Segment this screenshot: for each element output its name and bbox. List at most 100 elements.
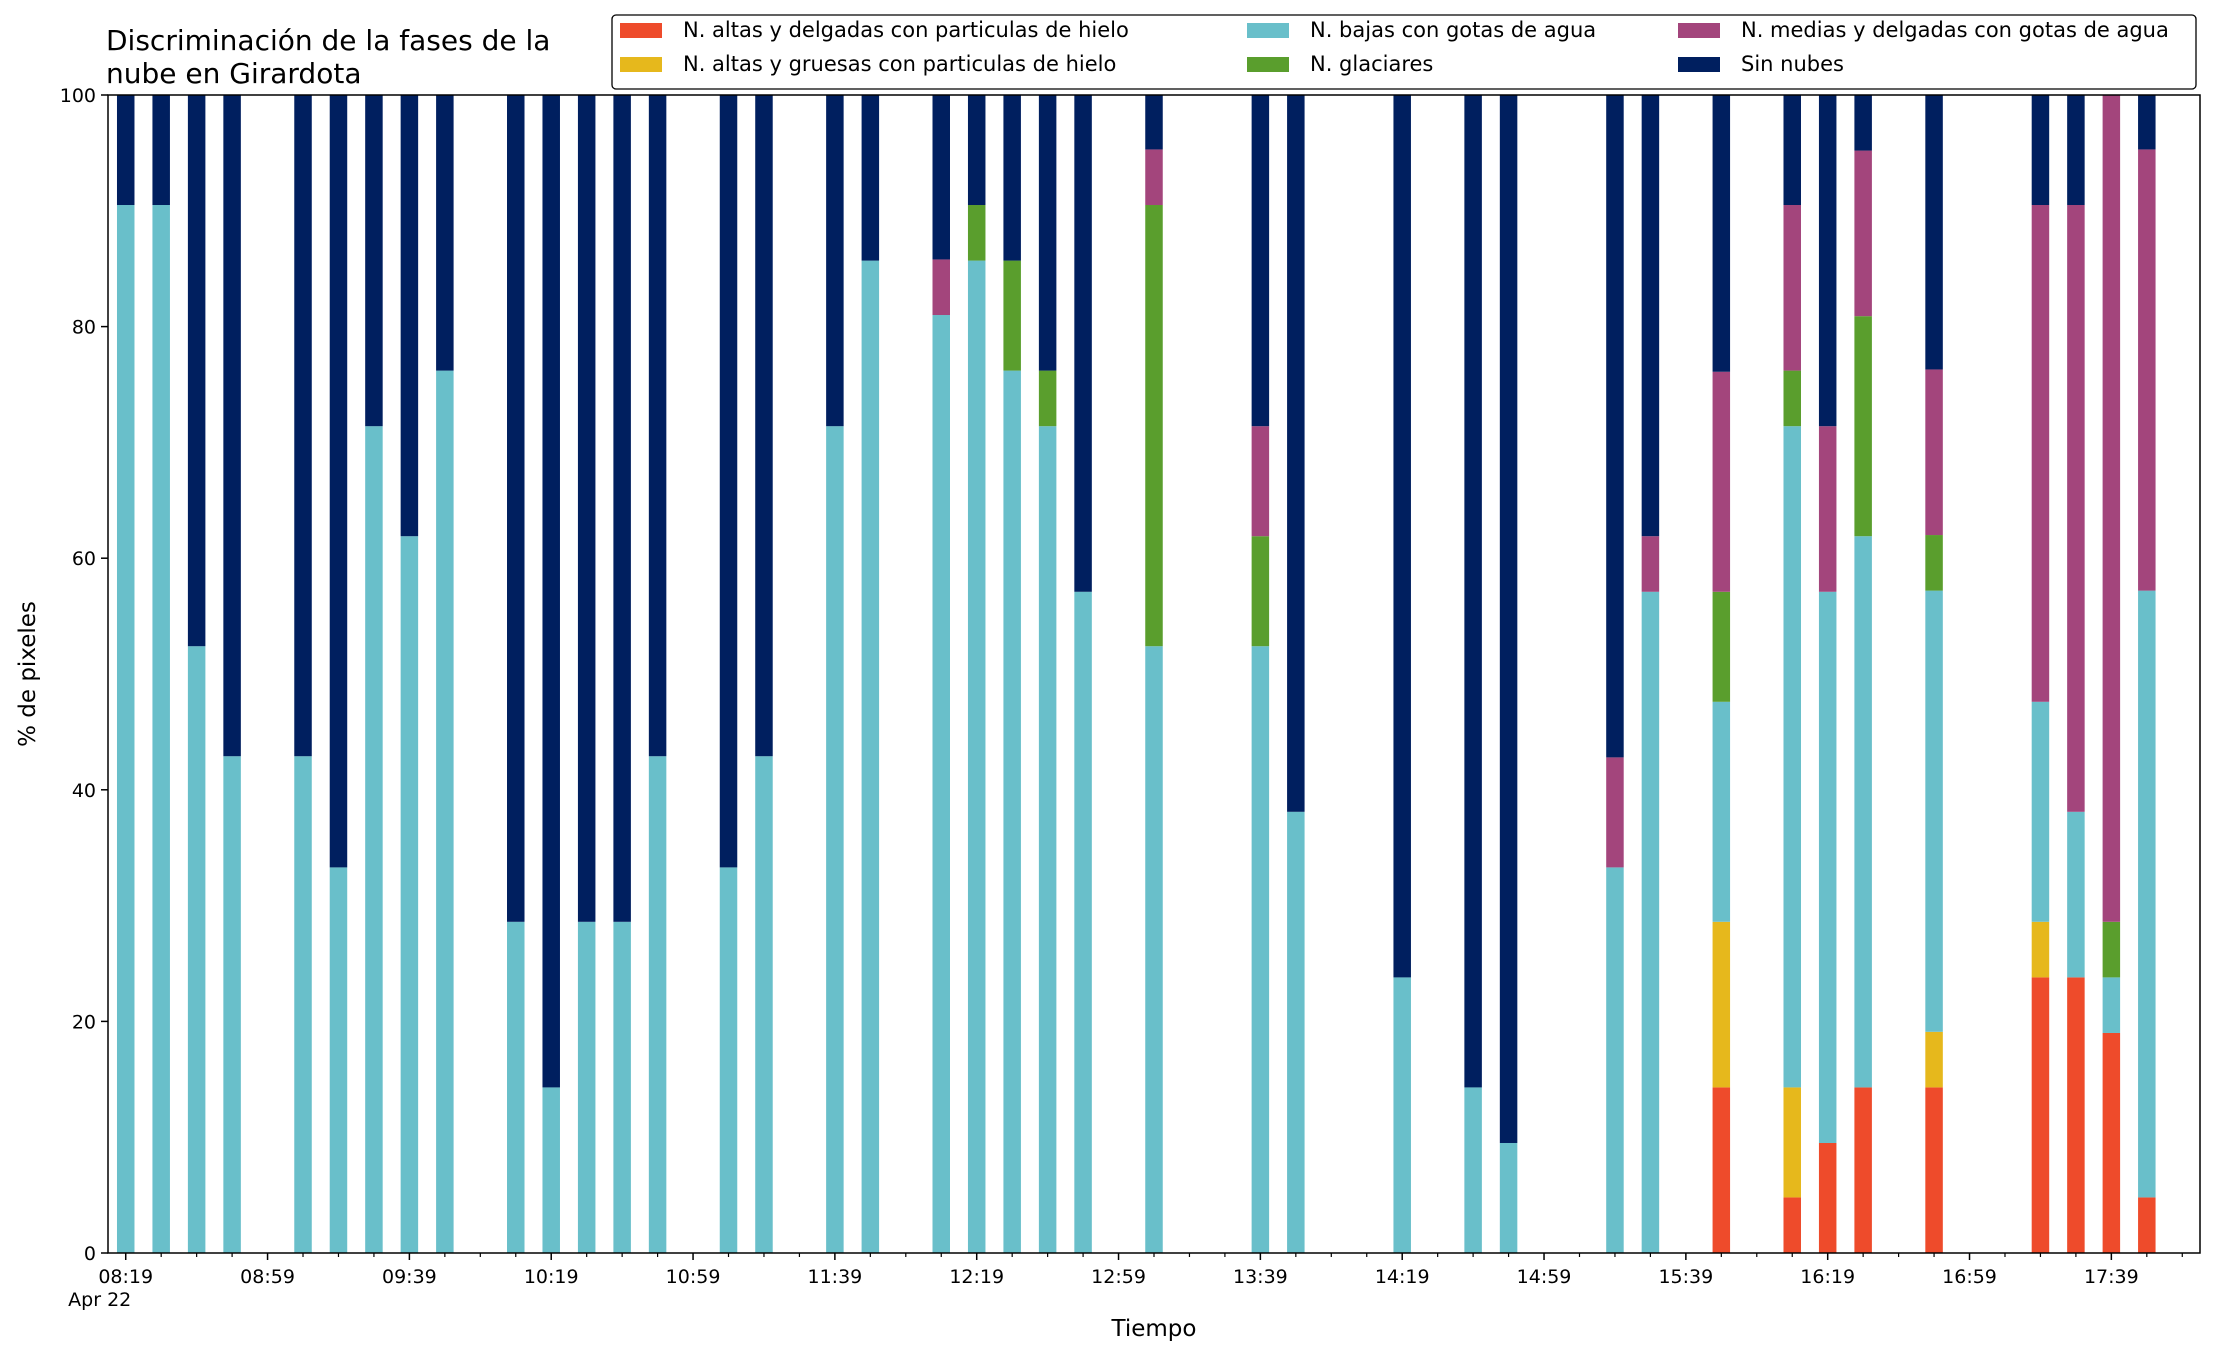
chart-title-line: nube en Girardota bbox=[106, 57, 361, 90]
bar-segment-19-5 bbox=[967, 95, 986, 206]
bar-segment-21-3 bbox=[1038, 370, 1057, 427]
bar-segment-30-5 bbox=[1641, 95, 1660, 537]
bar-segment-14-5 bbox=[719, 95, 738, 868]
legend-swatch bbox=[620, 23, 662, 38]
bar-segment-2-2 bbox=[187, 646, 206, 1253]
bar-segment-0-2 bbox=[116, 205, 135, 1253]
bar-segment-38-0 bbox=[2102, 1032, 2121, 1253]
bar-segment-36-4 bbox=[2031, 205, 2050, 702]
bar-segment-28-2 bbox=[1499, 1142, 1518, 1253]
bar-segment-11-2 bbox=[577, 921, 596, 1253]
bar-segment-19-3 bbox=[967, 205, 986, 261]
bar-segment-16-2 bbox=[826, 426, 844, 1253]
bar-segment-20-2 bbox=[1003, 370, 1021, 1254]
plot-frame bbox=[107, 94, 2201, 1254]
y-tick-label: 100 bbox=[60, 85, 96, 107]
bar-segment-32-1 bbox=[1783, 1087, 1801, 1198]
bar-segment-37-5 bbox=[2067, 95, 2085, 206]
bar-segment-17-5 bbox=[861, 95, 880, 261]
x-tick-label: 12:59 bbox=[1091, 1266, 1146, 1288]
bar-segment-17-2 bbox=[861, 260, 880, 1254]
bar-segment-18-5 bbox=[932, 95, 950, 260]
bar-segment-9-5 bbox=[507, 95, 525, 922]
bar-segment-36-5 bbox=[2031, 95, 2050, 206]
bar-segment-28-5 bbox=[1499, 95, 1518, 1143]
bar-segment-32-4 bbox=[1783, 205, 1801, 371]
bars-layer bbox=[116, 95, 2156, 1254]
legend-swatch bbox=[1247, 23, 1289, 38]
bar-segment-32-2 bbox=[1783, 426, 1801, 1088]
bar-segment-37-0 bbox=[2067, 977, 2085, 1253]
bar-segment-38-4 bbox=[2102, 95, 2121, 922]
bar-segment-5-5 bbox=[329, 95, 348, 868]
bar-segment-25-5 bbox=[1287, 95, 1305, 812]
bar-segment-33-5 bbox=[1818, 95, 1837, 427]
bar-segment-33-2 bbox=[1818, 591, 1837, 1143]
bar-segment-21-5 bbox=[1038, 95, 1057, 371]
legend-swatch bbox=[1247, 57, 1289, 72]
bar-segment-31-0 bbox=[1712, 1087, 1731, 1253]
bar-segment-36-0 bbox=[2031, 977, 2050, 1253]
bar-segment-15-2 bbox=[755, 756, 773, 1253]
chart-title-line: Discriminación de la fases de la bbox=[106, 24, 550, 57]
bar-segment-35-3 bbox=[1925, 535, 1943, 591]
y-axis-ticks: 0 20 40 60 80 100 bbox=[60, 85, 108, 1265]
bar-segment-35-2 bbox=[1925, 590, 1943, 1032]
bar-segment-30-4 bbox=[1641, 536, 1660, 592]
bar-segment-38-3 bbox=[2102, 921, 2121, 978]
x-tick-label: 14:59 bbox=[1517, 1266, 1572, 1288]
bar-segment-4-5 bbox=[294, 95, 312, 757]
bar-segment-15-5 bbox=[755, 95, 773, 757]
bar-segment-13-2 bbox=[648, 756, 667, 1253]
bar-segment-23-2 bbox=[1145, 646, 1163, 1253]
x-tick-label: 16:59 bbox=[1942, 1266, 1997, 1288]
bar-segment-31-5 bbox=[1712, 95, 1731, 372]
bar-segment-24-2 bbox=[1251, 646, 1270, 1253]
legend-label: Sin nubes bbox=[1741, 52, 1844, 76]
bar-segment-11-5 bbox=[577, 95, 596, 922]
x-axis-ticks: 08:19 Apr 22 08:59 09:39 10:19 10:59 11:39 12:1… bbox=[68, 1253, 2183, 1311]
bar-segment-7-5 bbox=[400, 95, 419, 537]
bar-segment-39-4 bbox=[2138, 149, 2156, 591]
legend-label: N. altas y gruesas con particulas de hie… bbox=[683, 52, 1116, 76]
bar-segment-16-5 bbox=[826, 95, 844, 427]
x-tick-label: 08:19 Apr 22 bbox=[68, 1266, 153, 1311]
bar-segment-18-2 bbox=[932, 315, 950, 1253]
bar-segment-31-3 bbox=[1712, 591, 1731, 702]
legend-box bbox=[611, 14, 2197, 90]
bar-segment-32-0 bbox=[1783, 1197, 1801, 1253]
bar-segment-1-5 bbox=[152, 95, 170, 206]
bar-segment-2-5 bbox=[187, 95, 206, 647]
bar-segment-25-2 bbox=[1287, 811, 1305, 1253]
bar-segment-23-4 bbox=[1145, 149, 1163, 206]
bar-segment-39-5 bbox=[2138, 95, 2156, 150]
bar-segment-27-2 bbox=[1464, 1087, 1482, 1253]
bar-segment-6-2 bbox=[365, 426, 383, 1253]
bar-segment-23-5 bbox=[1145, 95, 1163, 150]
bar-segment-18-4 bbox=[932, 259, 950, 316]
bar-segment-34-5 bbox=[1854, 95, 1872, 151]
x-tick-label: 13:39 bbox=[1233, 1266, 1288, 1288]
bar-segment-26-5 bbox=[1393, 95, 1411, 978]
y-tick-label: 20 bbox=[72, 1011, 96, 1033]
bar-segment-39-2 bbox=[2138, 590, 2156, 1198]
bar-segment-31-2 bbox=[1712, 701, 1731, 922]
bar-segment-35-5 bbox=[1925, 95, 1943, 370]
bar-segment-34-0 bbox=[1854, 1087, 1872, 1253]
bar-segment-0-5 bbox=[116, 95, 135, 206]
legend-label: N. bajas con gotas de agua bbox=[1310, 18, 1596, 42]
bar-segment-8-2 bbox=[436, 370, 454, 1254]
legend: N. altas y delgadas con particulas de hi… bbox=[611, 14, 2197, 90]
bar-segment-3-5 bbox=[223, 95, 241, 757]
bar-segment-30-2 bbox=[1641, 591, 1660, 1253]
x-tick-label: 08:59 bbox=[240, 1266, 295, 1288]
x-tick-label: 15:39 bbox=[1658, 1266, 1713, 1288]
bar-segment-19-2 bbox=[967, 260, 986, 1254]
y-tick-label: 40 bbox=[72, 780, 96, 802]
bar-segment-32-5 bbox=[1783, 95, 1801, 206]
bar-segment-22-2 bbox=[1074, 591, 1092, 1253]
bar-segment-22-5 bbox=[1074, 95, 1092, 592]
bar-segment-24-4 bbox=[1251, 426, 1270, 537]
